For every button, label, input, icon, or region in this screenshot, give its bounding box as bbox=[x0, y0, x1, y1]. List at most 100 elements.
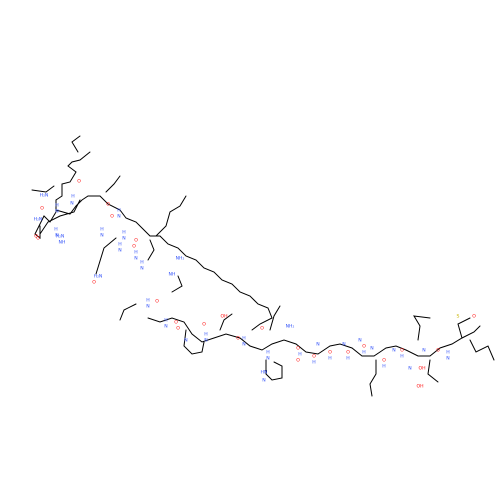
imidazole-nh-label: HN bbox=[261, 370, 268, 376]
carbonyl-oxygen-label: O bbox=[110, 214, 114, 220]
carbonyl-oxygen-label: O bbox=[400, 348, 404, 354]
amide-n-label: N bbox=[266, 356, 269, 362]
amide-h-label: H bbox=[266, 350, 269, 356]
amide-n-label: N bbox=[408, 366, 411, 372]
amide-n-label: N bbox=[146, 304, 149, 310]
amide-n-label: N bbox=[422, 348, 425, 354]
bond-path-12 bbox=[95, 237, 117, 275]
serine-hydroxyl-label: OH bbox=[220, 314, 227, 320]
amide-n-label: N bbox=[55, 233, 58, 239]
amide-n-label: N bbox=[242, 342, 245, 348]
carbonyl-oxygen-label: O bbox=[134, 238, 138, 244]
bond-path-4 bbox=[265, 359, 283, 381]
carbonyl-oxygen-label: OH bbox=[418, 366, 425, 372]
bond-path-10 bbox=[413, 315, 431, 341]
amide-n-label: N bbox=[164, 324, 167, 330]
amide-h-label: H bbox=[118, 242, 121, 248]
threonine-hydroxyl-label: N bbox=[446, 356, 449, 362]
carbonyl-oxygen-label: O bbox=[155, 299, 159, 305]
amide-h-label: H bbox=[400, 354, 403, 360]
amide-n-label: N bbox=[140, 266, 143, 272]
carbonyl-oxygen-label: O bbox=[382, 358, 386, 364]
bond-path-1 bbox=[55, 195, 273, 331]
amide-h-label: H bbox=[140, 260, 143, 266]
bond-path-2 bbox=[147, 317, 481, 357]
side-chain-amide-n-label: NH₂ bbox=[286, 324, 295, 330]
carbonyl-oxygen-label: O bbox=[312, 354, 316, 360]
amide-h-label: H bbox=[54, 227, 57, 233]
bond-path-18 bbox=[427, 359, 439, 383]
side-chain-amide-o-label: O bbox=[92, 280, 96, 286]
amide-h-label: H bbox=[328, 356, 331, 362]
bond-path-5 bbox=[71, 135, 81, 153]
bond-path-7 bbox=[171, 275, 183, 293]
side-chain-amide-o-label: O bbox=[40, 206, 44, 212]
amide-n-label: N bbox=[262, 378, 265, 384]
bond-path-16 bbox=[219, 313, 233, 331]
bond-path-9 bbox=[119, 303, 137, 321]
amide-h-label: H bbox=[382, 364, 385, 370]
amide-h-label: H bbox=[242, 336, 245, 342]
bond-path-15 bbox=[269, 305, 281, 331]
carbonyl-oxygen-label: O bbox=[132, 244, 136, 250]
amide-h-label: H bbox=[346, 356, 349, 362]
bond-path-6 bbox=[105, 175, 121, 193]
amide-h-label: H bbox=[71, 194, 74, 200]
amide-h-label: H bbox=[362, 350, 365, 356]
side-chain-amide-n-label: H₂N bbox=[40, 193, 49, 199]
amide-h-label: H bbox=[122, 230, 125, 236]
guanidine-imine-label: NH bbox=[59, 240, 66, 246]
bond-path-11 bbox=[31, 185, 55, 193]
amide-n-label: H bbox=[446, 350, 449, 356]
amide-h-label: H bbox=[164, 318, 167, 324]
carbonyl-oxygen-label: O bbox=[34, 234, 38, 240]
bond-path-0 bbox=[34, 151, 91, 240]
bond-path-17 bbox=[369, 359, 377, 397]
n-terminal-amine-label: H₂N bbox=[34, 217, 43, 223]
amide-n-label: N bbox=[70, 201, 73, 207]
carbonyl-oxygen-label: O bbox=[236, 336, 240, 342]
atom-label-layer: H₂NOHNOHNH₂NOOHNOHNHNH₂NNHOHNOHNH₂NOOHNH… bbox=[34, 179, 477, 390]
carbonyl-oxygen-label: O bbox=[174, 320, 178, 326]
amide-n-label: N bbox=[358, 338, 361, 344]
side-chain-amide-n-label: H₂N bbox=[94, 274, 103, 280]
amide-n-label: N bbox=[55, 209, 58, 215]
amide-h-label: O bbox=[472, 314, 476, 320]
amide-n-label: N bbox=[342, 342, 345, 348]
carbonyl-oxygen-label: O bbox=[77, 179, 81, 185]
carbonyl-oxygen-label: OH bbox=[416, 384, 423, 390]
bond-path-13 bbox=[39, 199, 81, 235]
amide-n-label: N bbox=[122, 236, 125, 242]
bond-path-8 bbox=[147, 239, 155, 261]
amide-n-label: N bbox=[392, 348, 395, 354]
carbonyl-oxygen-label: O bbox=[176, 326, 180, 332]
carbonyl-oxygen-label: O bbox=[328, 350, 332, 356]
guanidine-amine-label: H₂N bbox=[56, 234, 65, 240]
carbonyl-oxygen-label: O bbox=[106, 202, 110, 208]
amide-n-label: N bbox=[370, 346, 373, 352]
carbonyl-oxygen-label: O bbox=[296, 346, 300, 352]
amide-h-label: H bbox=[298, 352, 301, 358]
guanidine-imine-label: NH bbox=[169, 272, 176, 278]
bond-path-14 bbox=[155, 195, 187, 237]
imidazole-n-label: N bbox=[316, 342, 319, 348]
proline-n-label: N bbox=[184, 338, 187, 344]
amide-h-label: H bbox=[55, 203, 58, 209]
carbonyl-oxygen-label: O bbox=[346, 350, 350, 356]
side-chain-amide-o-label: O bbox=[296, 358, 300, 364]
amide-h-label: H bbox=[117, 208, 120, 214]
amide-h-label: H bbox=[312, 360, 315, 366]
carbonyl-oxygen-label: O bbox=[260, 326, 264, 332]
guanidine-amine-label: NH₂ bbox=[176, 256, 185, 262]
amide-h-label: H bbox=[204, 332, 207, 338]
amide-n-label: N bbox=[117, 214, 120, 220]
amide-h-label: H bbox=[134, 250, 137, 256]
bond-path-19 bbox=[469, 339, 495, 361]
amide-n-label: N bbox=[118, 248, 121, 254]
carbonyl-oxygen-label: O bbox=[202, 322, 206, 328]
amide-h-label: H bbox=[146, 298, 149, 304]
bond-path-20 bbox=[457, 317, 471, 339]
amide-n-label: N bbox=[134, 256, 137, 262]
